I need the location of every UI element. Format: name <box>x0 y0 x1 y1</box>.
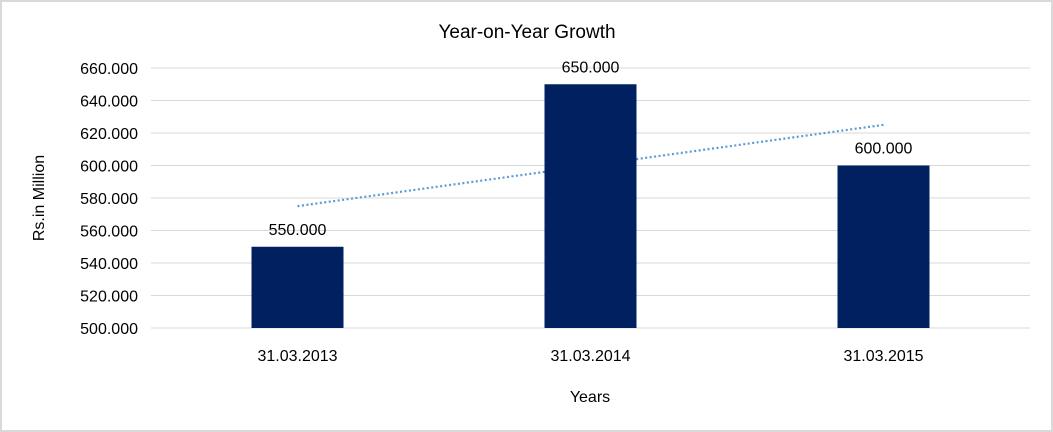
bar <box>837 165 930 328</box>
x-tick-label: 31.03.2013 <box>257 348 337 365</box>
bar <box>544 84 637 328</box>
x-tick-label: 31.03.2015 <box>843 348 923 365</box>
y-tick-label: 500.000 <box>80 321 138 338</box>
y-tick-label: 540.000 <box>80 256 138 273</box>
x-axis-label: Years <box>570 389 610 406</box>
bar <box>251 246 344 328</box>
y-tick-label: 660.000 <box>80 61 138 78</box>
y-tick-label: 580.000 <box>80 191 138 208</box>
x-tick-label: 31.03.2014 <box>550 348 630 365</box>
y-tick-label: 520.000 <box>80 289 138 306</box>
y-tick-label: 620.000 <box>80 126 138 143</box>
data-label: 650.000 <box>562 59 620 76</box>
y-tick-label: 640.000 <box>80 94 138 111</box>
y-tick-label: 560.000 <box>80 224 138 241</box>
data-label: 600.000 <box>855 141 913 158</box>
chart-title: Year-on-Year Growth <box>438 22 615 43</box>
y-tick-label: 600.000 <box>80 159 138 176</box>
data-label: 550.000 <box>269 222 327 239</box>
y-axis-label: Rs.in Million <box>31 155 48 241</box>
